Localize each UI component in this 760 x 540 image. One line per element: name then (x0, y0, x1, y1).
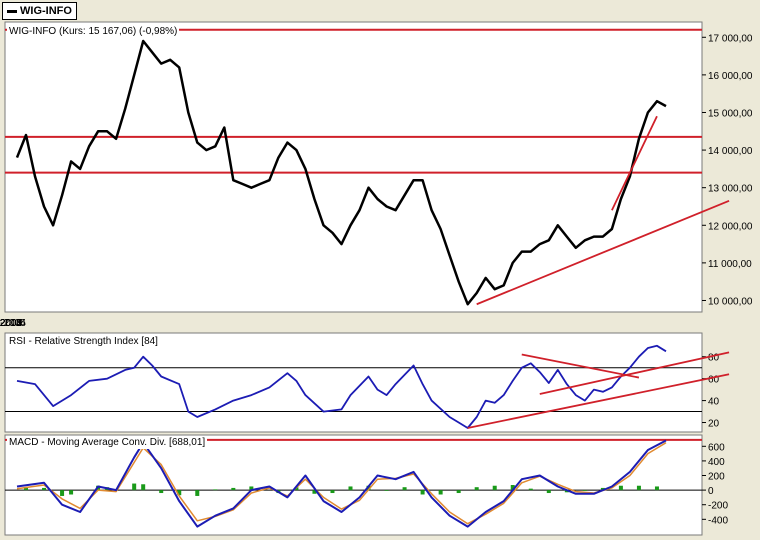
macd-histogram-bar (438, 490, 443, 495)
macd-histogram-bar (492, 485, 497, 491)
macd-histogram-bar (618, 485, 623, 491)
macd-histogram-bar (42, 487, 47, 491)
price-xtick-label: 1-lip-2005 (0, 318, 23, 329)
macd-panel-frame (4, 434, 703, 536)
macd-histogram-bar (636, 485, 641, 491)
price-trendline (611, 115, 658, 211)
macd-histogram-bar (141, 484, 146, 491)
macd-histogram-bar (402, 487, 407, 491)
price-line (15, 39, 667, 306)
macd-histogram-bar (177, 490, 182, 496)
symbol-tab-label: WIG-INFO (20, 5, 72, 17)
rsi-panel-title: RSI - Relative Strength Index [84] (7, 336, 160, 348)
rsi-trendline (467, 373, 730, 429)
price-xtick-label: 3-lis-2003 (0, 318, 22, 329)
macd-ytick-label: 200 (708, 472, 725, 483)
macd-histogram-bar (528, 488, 533, 491)
macd-ytick-label: 600 (708, 442, 725, 453)
macd-histogram-bar (60, 490, 65, 496)
price-ytick-label: 13 000,00 (708, 184, 753, 195)
rsi-trendline (521, 353, 640, 379)
macd-histogram-bar (348, 486, 353, 491)
macd-histogram-bar (546, 490, 551, 494)
macd-histogram-bar (249, 486, 254, 491)
rsi-ytick-label: 60 (708, 375, 720, 386)
macd-histogram-bar (69, 490, 74, 495)
price-ytick-label: 16 000,00 (708, 71, 753, 82)
macd-ytick-label: -200 (708, 501, 728, 512)
macd-histogram-bar (159, 490, 164, 494)
rsi-line (16, 344, 667, 429)
symbol-tab[interactable]: WIG-INFO (2, 2, 77, 20)
rsi-ytick-label: 40 (708, 397, 720, 408)
macd-histogram-bar (654, 486, 659, 491)
price-xtick-label: 1-lis-2004 (0, 318, 22, 329)
price-panel-title: WIG-INFO (Kurs: 15 167,06) (-0,98%) (7, 26, 180, 38)
macd-panel-title: MACD - Moving Average Conv. Div. [688,01… (7, 437, 208, 449)
macd-histogram-bar (330, 490, 335, 494)
price-ytick-label: 15 000,00 (708, 108, 753, 119)
macd-histogram-bar (600, 487, 605, 491)
price-xtick-label: 1-mar-2005 (0, 318, 26, 329)
macd-line (16, 439, 667, 528)
macd-histogram-bar (195, 490, 200, 496)
rsi-panel-frame (4, 332, 703, 433)
rsi-trendline (539, 351, 730, 395)
price-ytick-label: 14 000,00 (708, 146, 753, 157)
price-ytick-label: 10 000,00 (708, 296, 753, 307)
macd-histogram-bar (420, 490, 425, 495)
macd-histogram-bar (213, 489, 218, 491)
price-trendline (476, 200, 730, 306)
price-ytick-label: 17 000,00 (708, 33, 753, 44)
macd-ytick-label: -400 (708, 515, 728, 526)
macd-histogram-bar (474, 487, 479, 491)
macd-histogram-bar (132, 483, 137, 491)
macd-histogram-bar (231, 487, 236, 491)
price-xtick-label: 1-lip-2004 (0, 318, 23, 329)
macd-histogram-bar (456, 490, 461, 494)
rsi-ytick-label: 80 (708, 353, 720, 364)
macd-histogram-bar (384, 490, 389, 491)
price-panel-frame (4, 21, 703, 313)
rsi-ytick-label: 20 (708, 419, 720, 430)
price-ytick-label: 11 000,00 (708, 259, 752, 270)
macd-histogram-bar (510, 485, 515, 491)
price-xtick-label: 1-mar-2004 (0, 318, 26, 329)
macd-histogram-bar (294, 487, 299, 491)
macd-ytick-label: 0 (708, 486, 714, 497)
macd-ytick-label: 400 (708, 457, 725, 468)
macd-histogram-bar (24, 487, 29, 491)
macd-histogram-bar (582, 490, 587, 491)
macd-signal-line (16, 442, 667, 525)
macd-histogram-bar (312, 490, 317, 494)
series-swatch (7, 9, 17, 13)
price-ytick-label: 12 000,00 (708, 221, 753, 232)
price-xtick-label: 1-lis-2005 (0, 318, 22, 329)
